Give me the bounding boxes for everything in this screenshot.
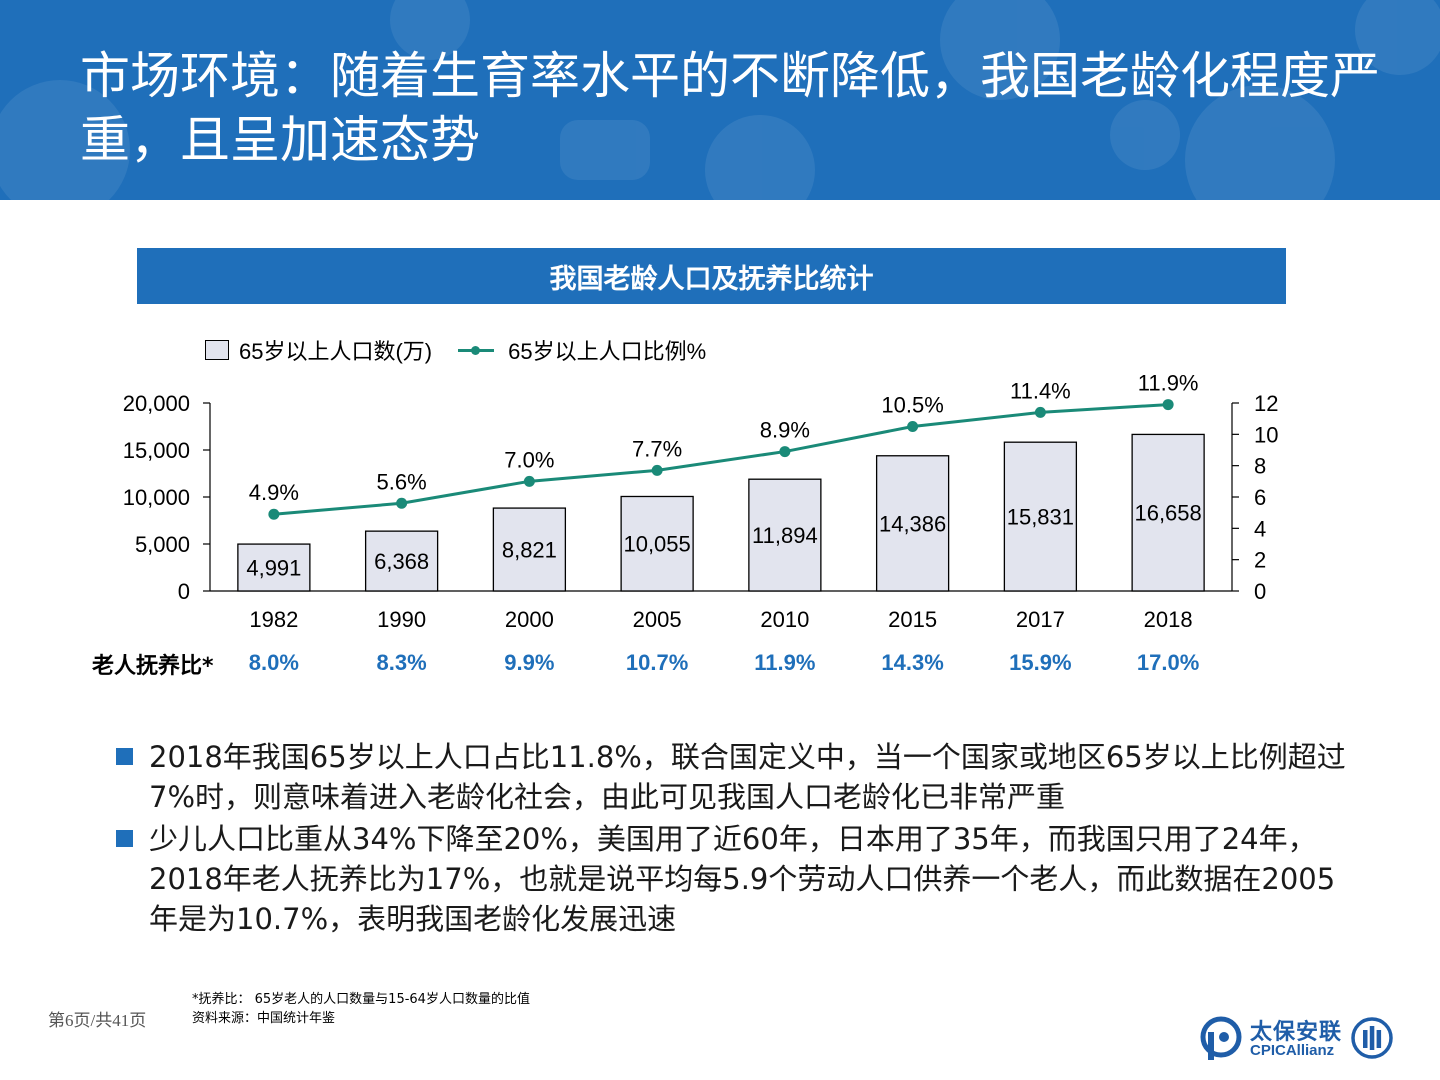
bullet-text: 少儿人口比重从34%下降至20%，美国用了近60年，日本用了35年，而我国只用了… — [149, 822, 1336, 936]
right-axis-tick-label: 4 — [1254, 516, 1266, 541]
bar — [1003, 441, 1078, 592]
dependency-ratio-row: 老人抚养比* 8.0% 8.3% 9.9% 10.7% 11.9% 14.3% 15.9% 1… — [0, 646, 1440, 682]
bar — [748, 478, 822, 592]
x-axis-tick-label: 2015 — [888, 607, 937, 632]
legend-bar-label: 65岁以上人口数(万) — [239, 339, 433, 364]
footnote-source: 资料来源：中国统计年鉴 — [192, 1011, 336, 1026]
slide-title: 市场环境：随着生育率水平的不断降低，我国老龄化程度严重，且呈加速态势 — [80, 47, 1380, 169]
x-axis-tick-label: 2017 — [1016, 607, 1065, 632]
ratio-point — [396, 497, 408, 509]
bullet-item: 2018年我国65岁以上人口占比11.8%，联合国定义中，当一个国家或地区65岁… — [116, 737, 1346, 817]
page-number: 第6页/共41页 — [48, 1011, 147, 1030]
ratio-point — [779, 446, 791, 458]
legend-line-swatch — [458, 345, 495, 355]
cpic-logo-icon — [1200, 1016, 1242, 1060]
left-axis-tick-label: 5,000 — [135, 532, 190, 557]
ratio-point-label: 11.4% — [1010, 378, 1071, 403]
ratio-line — [273, 403, 1169, 516]
dependency-ratio-value: 14.3% — [881, 650, 944, 675]
chart-title: 我国老龄人口及抚养比统计 — [137, 248, 1286, 304]
ratio-point — [523, 475, 535, 487]
ratio-point — [651, 464, 663, 476]
dependency-ratio-value: 10.7% — [625, 650, 689, 675]
ratio-point-label: 4.9% — [249, 480, 299, 505]
logo-english-name: CPICAllianz — [1250, 1042, 1335, 1059]
ratio-point-label: 7.7% — [632, 436, 682, 461]
ratio-point-label: 10.5% — [881, 393, 943, 418]
x-axis-tick-label: 2018 — [1144, 607, 1193, 632]
dependency-ratio-label: 老人抚养比* — [92, 654, 214, 679]
bar-value-label: 4,991 — [246, 556, 301, 581]
x-axis-tick-label: 2005 — [633, 607, 682, 632]
left-axis-tick-label: 0 — [178, 579, 190, 604]
bar — [1131, 433, 1205, 592]
dependency-ratio-value: 9.9% — [504, 650, 555, 675]
bar — [620, 495, 694, 592]
ratio-point — [1162, 399, 1174, 411]
dependency-ratio-value: 8.3% — [376, 650, 427, 675]
bar — [364, 530, 439, 592]
legend-line-label: 65岁以上人口比例% — [508, 339, 707, 364]
right-axis-tick-label: 0 — [1254, 579, 1266, 604]
ratio-point-label: 8.9% — [760, 418, 810, 443]
aging-population-chart: 0 5,000 10,000 15,000 20,000 0 2 4 6 8 10 12 4,991 6,… — [123, 371, 1279, 632]
ratio-point-label: 5.6% — [377, 469, 427, 494]
chart-legend: 65岁以上人口数(万) 65岁以上人口比例% — [205, 334, 706, 366]
ratio-point — [907, 421, 919, 432]
dependency-ratio-value: 17.0% — [1136, 650, 1200, 675]
left-axis-tick-label: 10,000 — [123, 485, 190, 510]
dependency-ratio-value: 15.9% — [1009, 650, 1072, 675]
ratio-point — [1034, 406, 1046, 418]
allianz-logo-icon — [1351, 1017, 1393, 1059]
ratio-point — [268, 508, 280, 520]
bar-value-label: 10,055 — [623, 532, 690, 557]
bar-value-label: 15,831 — [1007, 505, 1074, 530]
left-axis-tick-label: 15,000 — [123, 438, 190, 463]
bar-value-label: 6,368 — [374, 549, 429, 574]
bar — [237, 543, 311, 592]
x-axis-tick-label: 1990 — [377, 607, 426, 632]
x-axis-tick-label: 2000 — [505, 607, 554, 632]
bullet-square-icon — [116, 748, 133, 765]
bar-value-label: 16,658 — [1134, 501, 1201, 526]
left-axis-tick-label: 20,000 — [123, 391, 190, 416]
bar-value-label: 11,894 — [752, 523, 818, 548]
ratio-point-label: 7.0% — [504, 447, 554, 472]
right-axis-tick-label: 12 — [1254, 391, 1278, 416]
bullet-item: 少儿人口比重从34%下降至20%，美国用了近60年，日本用了35年，而我国只用了… — [116, 819, 1346, 939]
right-axis-tick-label: 10 — [1254, 422, 1278, 447]
company-logo: 太保安联 CPICAllianz — [1200, 1012, 1400, 1068]
footnote-definition: *抚养比： 65岁老人的人口数量与15-64岁人口数量的比值 — [192, 992, 530, 1007]
bullet-list: 2018年我国65岁以上人口占比11.8%，联合国定义中，当一个国家或地区65岁… — [116, 737, 1346, 941]
right-axis-tick-label: 6 — [1254, 485, 1266, 510]
bar-value-label: 14,386 — [879, 511, 946, 536]
legend-bar-swatch — [205, 340, 229, 360]
right-axis-tick-label: 8 — [1254, 454, 1266, 479]
right-axis-tick-label: 2 — [1254, 548, 1266, 573]
x-axis-tick-label: 1982 — [249, 607, 298, 632]
bullet-square-icon — [116, 830, 133, 847]
ratio-point-label: 11.9% — [1138, 371, 1199, 396]
bar — [875, 455, 950, 592]
x-axis-tick-label: 2010 — [760, 607, 809, 632]
bullet-text: 2018年我国65岁以上人口占比11.8%，联合国定义中，当一个国家或地区65岁… — [149, 740, 1346, 814]
header-banner: 市场环境：随着生育率水平的不断降低，我国老龄化程度严重，且呈加速态势 — [0, 0, 1440, 200]
bar-value-label: 8,821 — [502, 538, 557, 563]
footnotes: *抚养比： 65岁老人的人口数量与15-64岁人口数量的比值 资料来源：中国统计… — [192, 990, 530, 1028]
header-decoration — [0, 0, 1440, 200]
bar — [492, 507, 567, 592]
logo-chinese-name: 太保安联 — [1250, 1020, 1343, 1045]
dependency-ratio-value: 11.9% — [754, 650, 816, 675]
dependency-ratio-value: 8.0% — [248, 650, 299, 675]
